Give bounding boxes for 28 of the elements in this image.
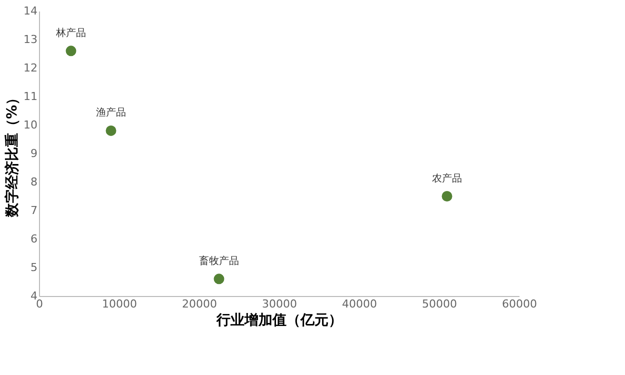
y-tick-label: 7: [30, 204, 38, 217]
point: [214, 274, 224, 284]
y-tick-label: 4: [30, 290, 38, 302]
annotation: 林产品: [55, 26, 86, 39]
y-tick-label: 13: [24, 33, 38, 46]
y-tick-label: 6: [30, 232, 38, 246]
y-tick-label: 9: [30, 147, 38, 160]
annotation: 农产品: [432, 172, 462, 184]
x-tick-label: 10000: [102, 298, 137, 310]
point: [106, 125, 116, 136]
y-tick-label: 14: [24, 4, 38, 18]
point: [442, 191, 452, 202]
y-tick-label: 10: [24, 118, 38, 132]
x-tick-label: 20000: [182, 298, 217, 310]
x-axis-title: 行业增加值（亿元）: [216, 312, 342, 328]
y-tick-label: 12: [24, 62, 38, 74]
y-axis-title: 数字经济比重（%）: [4, 90, 21, 218]
point: [66, 46, 76, 56]
annotation: 畜牧产品: [199, 254, 239, 267]
x-tick-label: 40000: [342, 298, 377, 310]
x-tick-label: 50000: [422, 298, 457, 310]
y-tick-label: 11: [24, 90, 38, 103]
x-tick-label: 60000: [502, 298, 537, 310]
annotation: 渔产品: [96, 106, 126, 119]
y-tick-label: 8: [30, 176, 38, 188]
y-tick-label: 5: [30, 261, 38, 274]
x-tick-label: 0: [36, 298, 43, 310]
x-tick-label: 30000: [262, 298, 297, 310]
